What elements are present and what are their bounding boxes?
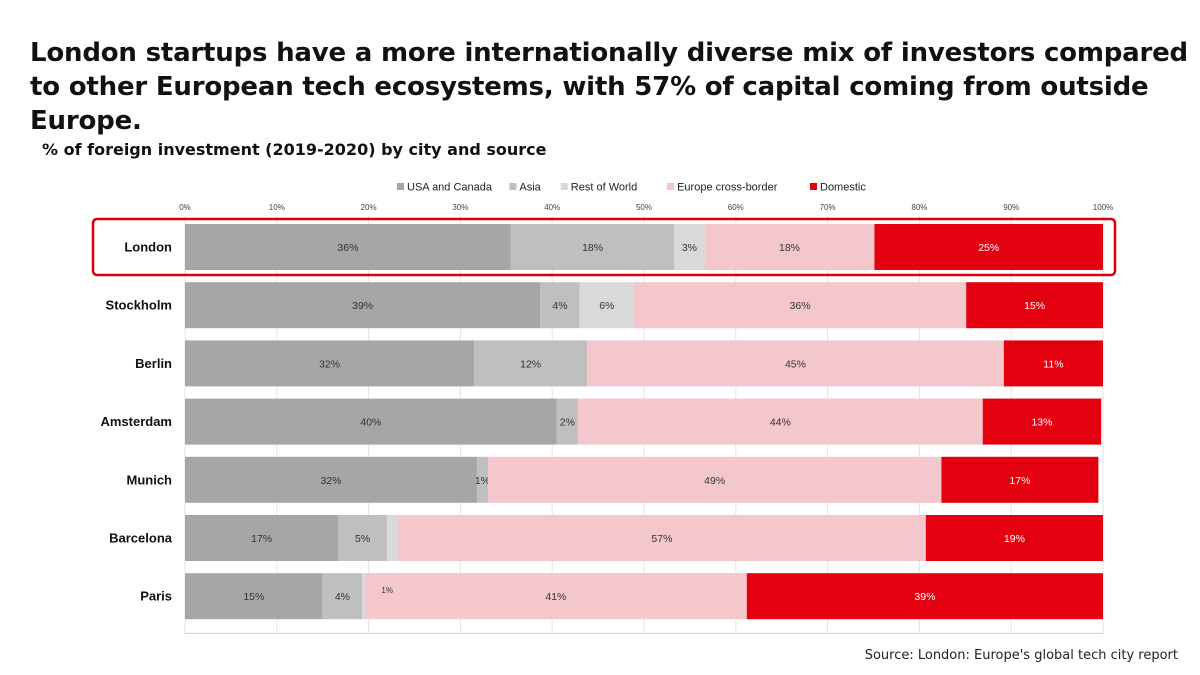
bar-segment-usa-and-canada [185,282,541,329]
bar-segment-usa-and-canada [185,456,477,503]
data-label: 13% [1031,417,1052,429]
bar-segment-europe-cross-border [577,398,983,445]
x-tick-label: 30% [452,203,468,212]
bar-segment-usa-and-canada [185,515,339,561]
data-label: 36% [337,242,358,254]
bar-segment-asia [322,573,363,620]
bar-segment-usa-and-canada [185,398,557,445]
category-label: Amsterdam [100,414,172,429]
data-label: 2% [560,417,575,429]
data-label: 15% [1024,300,1045,312]
chart-subtitle: % of foreign investment (2019-2020) by c… [42,140,547,159]
data-label: 45% [785,358,806,370]
data-label: 17% [1009,475,1030,487]
data-label: 4% [552,300,567,312]
bar-segment-domestic [966,282,1103,329]
source-note: Source: London: Europe's global tech cit… [864,648,1178,663]
data-label: 32% [320,475,341,487]
legend-swatch [509,183,517,190]
x-tick-label: 40% [544,203,560,212]
category-label: London [124,240,172,255]
bar-segment-asia [556,398,578,445]
data-label: 17% [251,533,272,545]
bar-segment-europe-cross-border [397,515,926,561]
bar-segment-rest-of-world [362,573,365,620]
bar-segment-usa-and-canada [185,224,511,270]
data-label: 40% [360,417,381,429]
legend-label: Europe cross-border [677,182,778,194]
category-label: Barcelona [109,531,173,546]
bar-segment-asia [476,456,488,503]
category-label: Paris [140,589,172,604]
data-label: 41% [545,591,566,603]
x-tick-label: 70% [820,203,836,212]
x-tick-label: 100% [1093,203,1113,212]
x-tick-label: 10% [269,203,285,212]
legend-swatch [560,183,568,190]
bar-segment-domestic [874,224,1103,270]
data-label: 4% [335,591,350,603]
data-label: 57% [651,533,672,545]
bar-segment-rest-of-world [579,282,634,329]
x-tick-label: 90% [1003,203,1019,212]
data-label: 18% [582,242,603,254]
bar-segment-europe-cross-border [587,340,1004,387]
bar-segment-asia [474,340,588,387]
bar-segment-usa-and-canada [185,573,323,620]
data-label: 39% [352,300,373,312]
data-label: 12% [520,358,541,370]
highlight-box [91,217,1117,277]
annotation-label: 1% [381,586,393,595]
data-label: 18% [779,242,800,254]
x-tick-label: 20% [361,203,377,212]
x-tick-label: 60% [728,203,744,212]
bar-segment-domestic [925,515,1103,561]
data-label: 36% [790,300,811,312]
legend-swatch [667,183,675,190]
legend-label: Asia [519,182,541,194]
bar-segment-asia [338,515,387,561]
data-label: 3% [682,242,697,254]
headline: London startups have a more internationa… [30,38,1188,136]
data-label: 25% [978,242,999,254]
data-label: 1% [475,475,490,487]
bar-segment-asia [540,282,580,329]
legend-label: USA and Canada [407,182,493,194]
data-label: 39% [914,591,935,603]
bar-segment-europe-cross-border [364,573,747,620]
category-label: Munich [127,472,173,487]
legend-label: Domestic [820,182,866,194]
legend-swatch [810,183,817,190]
bar-segment-domestic [982,398,1102,445]
data-label: 11% [1043,358,1063,370]
data-label: 5% [355,533,370,545]
bar-segment-rest-of-world [674,224,705,270]
category-label: Berlin [135,356,172,371]
bar-segment-domestic [746,573,1103,620]
data-label: 44% [770,417,791,429]
data-label: 49% [704,475,725,487]
x-tick-label: 80% [911,203,927,212]
bar-segment-europe-cross-border [704,224,875,270]
category-label: Stockholm [106,298,172,313]
x-tick-label: 50% [636,203,652,212]
data-label: 32% [319,358,340,370]
bar-segment-domestic [1003,340,1103,387]
bar-segment-domestic [941,456,1099,503]
data-label: 19% [1004,533,1025,545]
data-label: 15% [243,591,264,603]
bar-segment-europe-cross-border [487,456,942,503]
legend-label: Rest of World [571,182,637,194]
bar-segment-usa-and-canada [185,340,475,387]
legend-swatch [397,183,404,190]
bar-segment-europe-cross-border [633,282,967,329]
bar-segment-rest-of-world [386,515,398,561]
bar-segment-asia [510,224,675,270]
data-label: 6% [599,300,614,312]
x-tick-label: 0% [179,203,191,212]
